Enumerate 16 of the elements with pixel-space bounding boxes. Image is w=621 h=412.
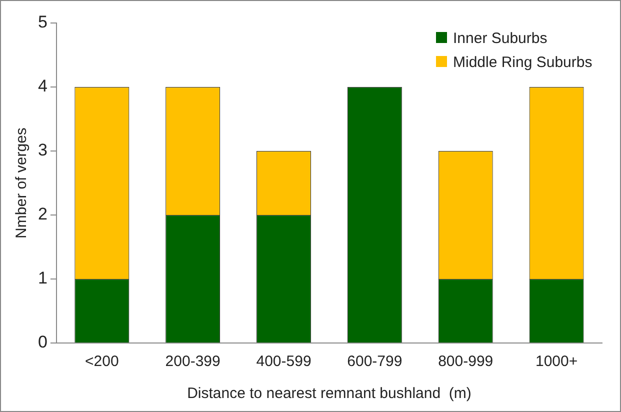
x-tick-label: 400-599 [256,353,312,370]
y-tick-label: 2 [38,204,48,224]
x-tick-label: 200-399 [165,353,220,370]
x-axis-title: Distance to nearest remnant bushland (m) [187,385,472,402]
x-tick-label: <200 [85,353,119,370]
legend-label: Inner Suburbs [453,30,548,47]
x-tick-label: 800-999 [438,353,494,370]
y-tick-label: 0 [38,332,48,352]
y-tick-label: 5 [38,12,48,32]
x-tick-label: 1000+ [535,353,578,370]
legend-label: Middle Ring Suburbs [453,54,592,71]
y-tick-label: 1 [38,268,48,288]
y-axis-title: Nmber of verges [13,128,30,238]
x-tick-label: 600-799 [347,353,402,370]
y-tick-label: 4 [38,76,48,96]
y-tick-label: 3 [38,140,48,160]
